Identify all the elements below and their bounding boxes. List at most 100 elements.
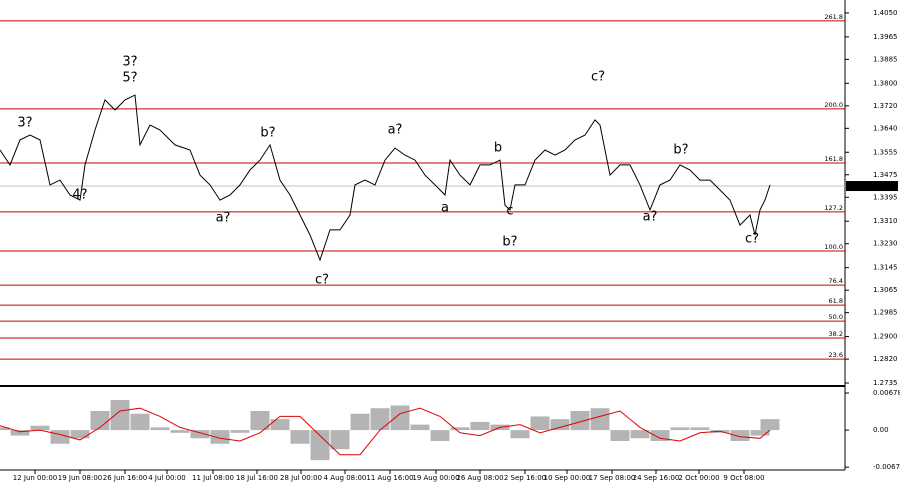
histogram-bar <box>590 408 610 431</box>
fib-label: 38.2 <box>829 330 843 338</box>
y-tick-label: 1.2735 <box>873 379 898 387</box>
price-line <box>0 94 771 262</box>
y-tick-label: 1.3965 <box>873 33 898 41</box>
current-price-box <box>846 181 898 192</box>
y-tick-label: 1.3885 <box>873 55 898 63</box>
histogram-bar <box>310 430 330 461</box>
wave-label: b? <box>260 126 275 141</box>
histogram-bar <box>470 421 490 431</box>
histogram-bar <box>190 430 210 439</box>
wave-label: b? <box>502 235 517 250</box>
fib-label: 23.6 <box>829 351 843 359</box>
histogram-bar <box>450 427 470 431</box>
histogram-bar <box>110 400 130 431</box>
wave-label: 5? <box>122 70 137 85</box>
y-tick-label: 1.3720 <box>873 102 898 110</box>
y-tick-label: 1.3145 <box>873 264 898 272</box>
histogram-bar <box>550 419 570 431</box>
histogram-bar <box>230 430 250 433</box>
x-tick-label: 2 Sep 16:00 <box>504 474 546 482</box>
x-tick-label: 19 Aug 00:00 <box>412 474 459 482</box>
histogram-bar <box>430 430 450 442</box>
histogram-bar <box>410 424 430 431</box>
fib-label: 127.2 <box>824 204 843 212</box>
x-tick-label: 4 Jul 00:00 <box>148 474 186 482</box>
y-tick-label: 1.3395 <box>873 193 898 201</box>
wave-label: a? <box>643 209 658 224</box>
histogram-bar <box>670 427 690 431</box>
y-tick-label: 1.3230 <box>873 240 898 248</box>
y-tick-label: 1.2900 <box>873 333 898 341</box>
fib-label: 200.0 <box>824 101 843 109</box>
histogram-bar <box>610 430 630 442</box>
y-tick-label: 0.00 <box>873 426 889 434</box>
y-tick-label: 1.3640 <box>873 124 898 132</box>
histogram-bar <box>50 430 70 444</box>
histogram-bar <box>10 430 30 436</box>
wave-label: c? <box>745 231 759 246</box>
histogram-bar <box>370 408 390 431</box>
x-tick-label: 28 Jul 00:00 <box>280 474 322 482</box>
fib-label: 76.4 <box>829 277 843 285</box>
y-tick-label: 1.3555 <box>873 148 898 156</box>
x-tick-label: 9 Oct 08:00 <box>723 474 764 482</box>
x-tick-label: 18 Jul 16:00 <box>236 474 278 482</box>
y-tick-label: 1.3800 <box>873 79 898 87</box>
histogram-bar <box>30 425 50 431</box>
wave-label: 4? <box>72 188 87 203</box>
wave-label: c? <box>591 70 605 85</box>
wave-label: 3? <box>17 115 32 130</box>
histogram-bar <box>150 427 170 431</box>
wave-label: c? <box>315 273 329 288</box>
y-tick-label: 0.00678 <box>873 389 900 397</box>
histogram-bar <box>510 430 530 439</box>
histogram-bar <box>760 419 780 431</box>
wave-label: b <box>494 141 502 156</box>
histogram-bar <box>350 413 370 431</box>
y-tick-label: 1.4050 <box>873 9 898 17</box>
x-tick-label: 11 Jul 08:00 <box>192 474 234 482</box>
fib-label: 261.8 <box>824 13 843 21</box>
wave-label: a <box>441 200 449 215</box>
histogram-bar <box>690 427 710 431</box>
histogram-bar <box>70 430 90 439</box>
wave-label: a? <box>388 123 403 138</box>
histogram-bar <box>130 413 150 431</box>
fib-label: 61.8 <box>829 297 843 305</box>
histogram-bar <box>290 430 310 444</box>
wave-label: 3? <box>122 54 137 69</box>
histogram-bar <box>210 430 230 444</box>
histogram-bar <box>630 430 650 439</box>
x-tick-label: 2 Oct 00:00 <box>678 474 719 482</box>
y-tick-label: 1.2820 <box>873 355 898 363</box>
histogram-bar <box>570 410 590 431</box>
histogram-bar <box>0 427 10 431</box>
histogram-bar <box>390 405 410 431</box>
y-tick-label: 1.3310 <box>873 217 898 225</box>
fib-label: 161.8 <box>824 155 843 163</box>
x-tick-label: 17 Sep 08:00 <box>589 474 636 482</box>
y-tick-label: 1.2985 <box>873 309 898 317</box>
histogram-bar <box>270 419 290 431</box>
histogram-bar <box>250 410 270 431</box>
x-tick-label: 19 Jun 08:00 <box>58 474 102 482</box>
x-tick-label: 11 Aug 16:00 <box>366 474 413 482</box>
wave-label: b? <box>673 143 688 158</box>
histogram-bar <box>330 430 350 450</box>
histogram-bar <box>730 430 750 442</box>
histogram-bar <box>530 416 550 431</box>
fib-label: 100.0 <box>824 243 843 251</box>
y-tick-label: -0.00678 <box>873 463 900 471</box>
wave-label: c <box>506 204 513 219</box>
histogram-bar <box>750 430 770 436</box>
x-tick-label: 26 Jun 16:00 <box>103 474 147 482</box>
fib-label: 50.0 <box>829 313 843 321</box>
histogram-bar <box>170 430 190 433</box>
x-tick-label: 4 Aug 08:00 <box>324 474 367 482</box>
wave-label: a? <box>216 211 231 226</box>
x-tick-label: 12 Jun 00:00 <box>13 474 57 482</box>
x-tick-label: 24 Sep 16:00 <box>633 474 680 482</box>
signal-line <box>0 407 771 456</box>
x-tick-label: 10 Sep 00:00 <box>544 474 591 482</box>
